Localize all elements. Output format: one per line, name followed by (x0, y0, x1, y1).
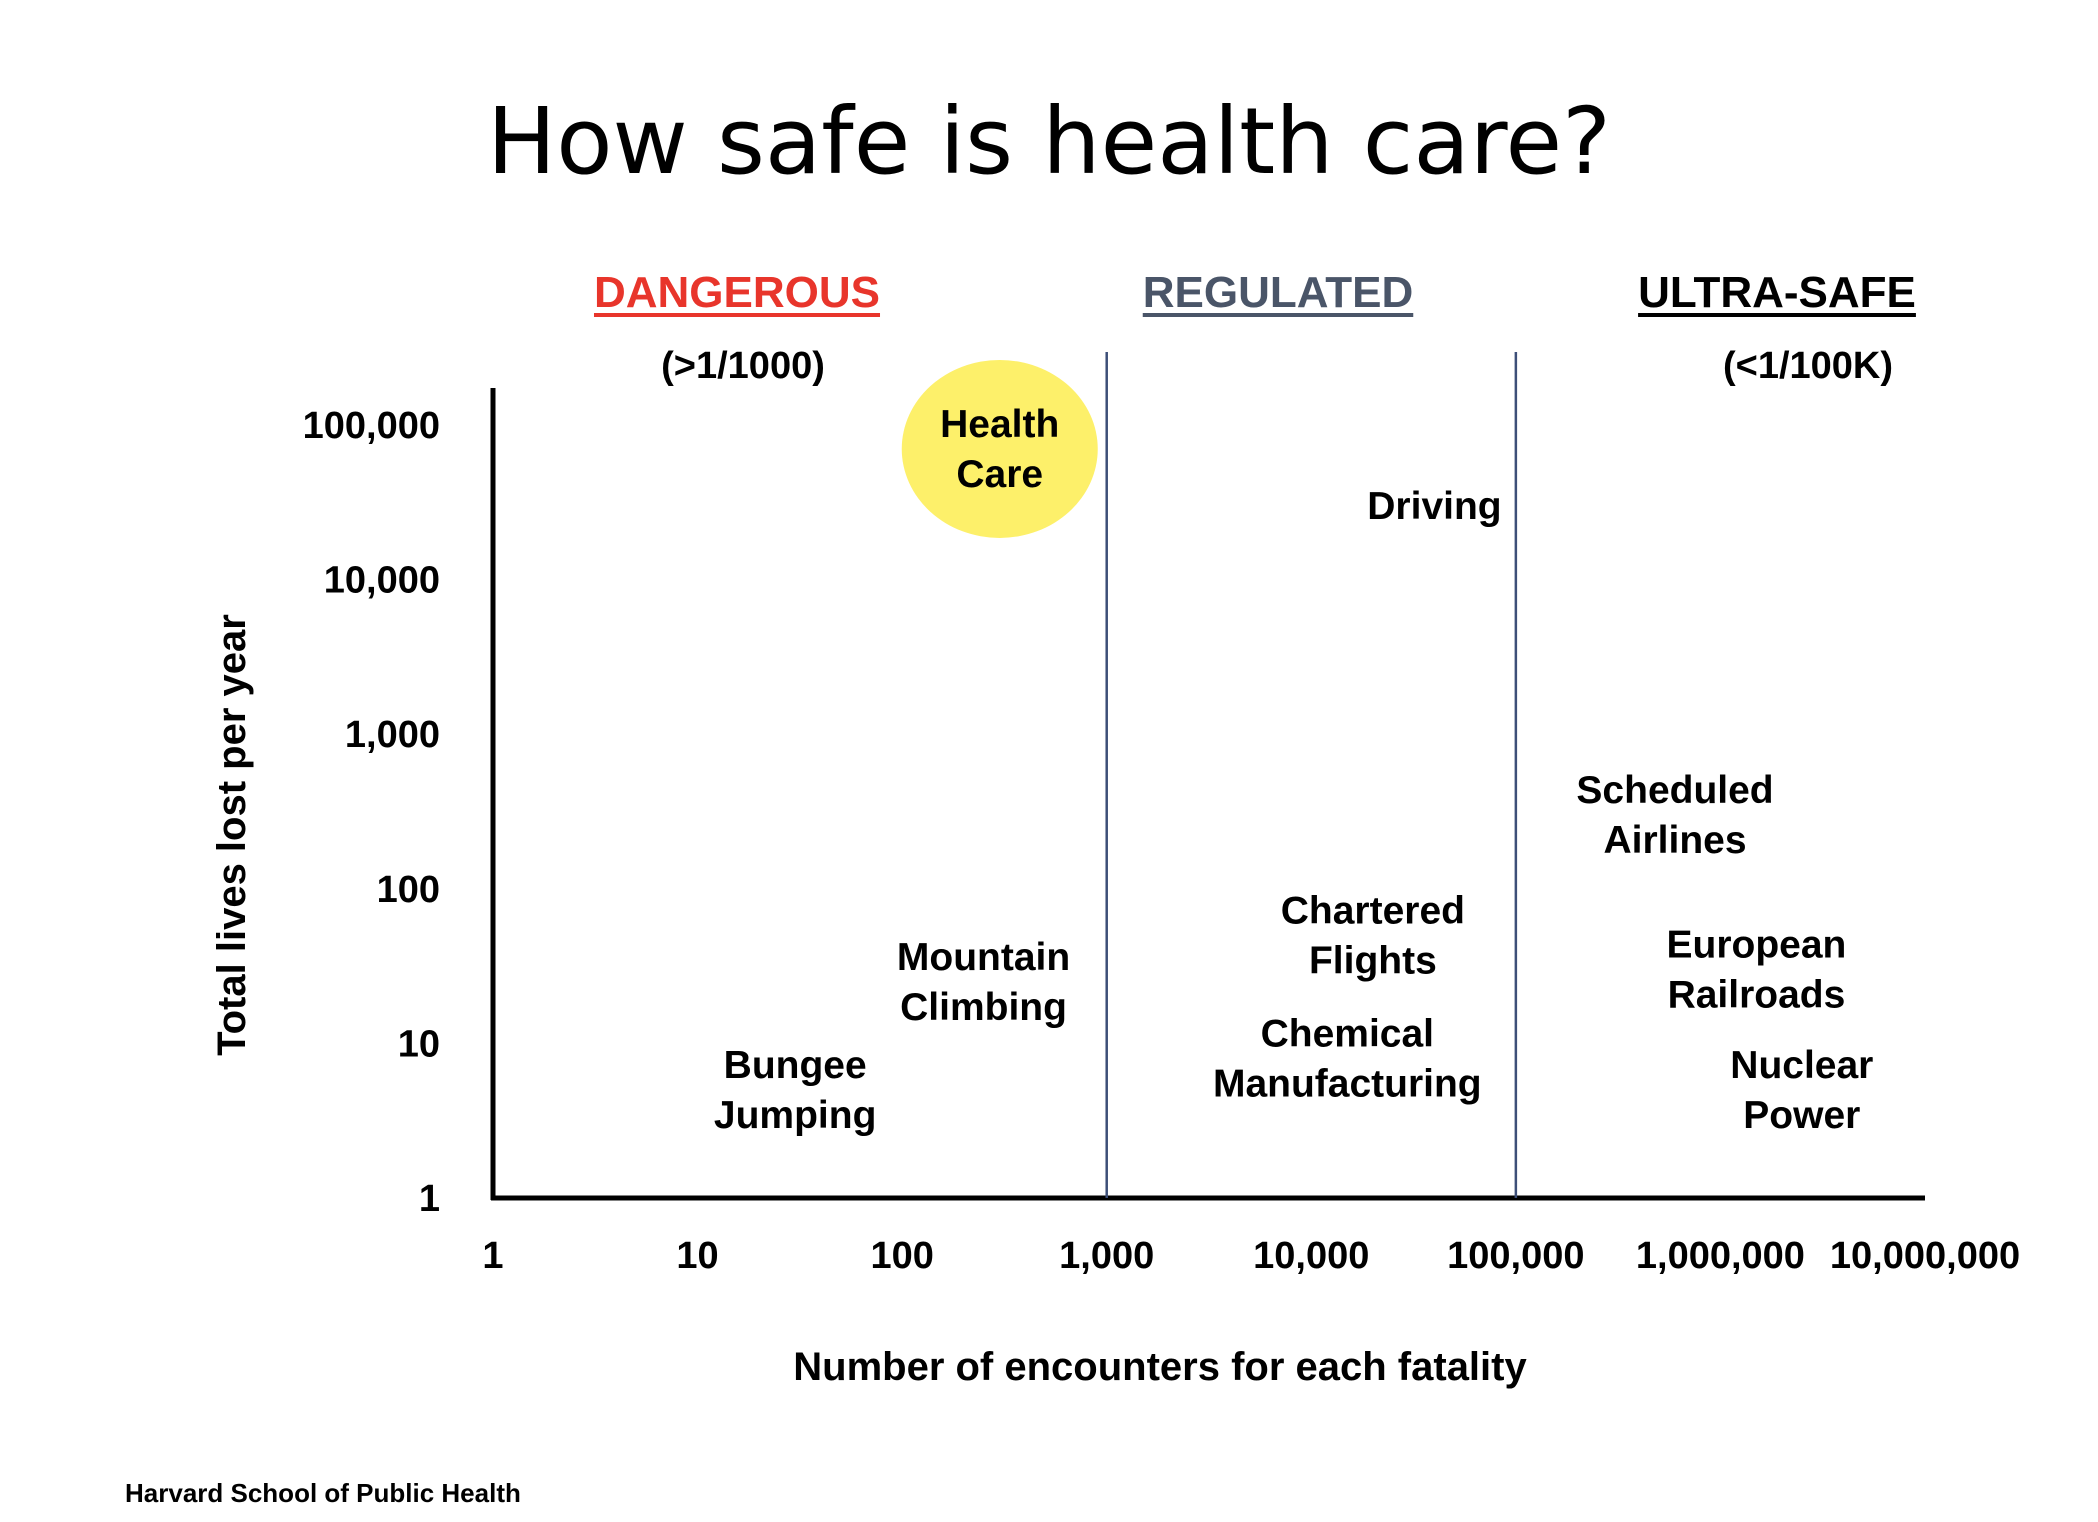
y-tick-label: 100 (377, 869, 440, 911)
point-label-chartered-flights: Flights (1309, 939, 1437, 982)
point-label-nuclear-power: Nuclear (1730, 1044, 1873, 1087)
point-label-european-railroads: European (1667, 924, 1847, 967)
point-label-nuclear-power: Power (1743, 1094, 1860, 1137)
point-label-scheduled-airlines: Airlines (1604, 819, 1747, 862)
x-axis-title: Number of encounters for each fatality (793, 1345, 1527, 1389)
x-tick-label: 1,000 (1059, 1235, 1154, 1277)
x-tick-label: 100 (870, 1235, 933, 1277)
y-tick-label: 1 (419, 1178, 440, 1220)
x-tick-label: 1,000,000 (1636, 1235, 1805, 1277)
point-label-health-care: Care (956, 453, 1043, 496)
point-label-bungee-jumping: Bungee (724, 1044, 867, 1087)
point-label-bungee-jumping: Jumping (714, 1094, 877, 1137)
y-tick-label: 10 (398, 1023, 440, 1065)
point-label-driving: Driving (1367, 485, 1501, 528)
footer-source: Harvard School of Public Health (125, 1478, 521, 1508)
point-label-health-care: Health (940, 403, 1059, 446)
zone-label-regulated: REGULATED (1142, 268, 1414, 317)
zone-sublabel-ultra-safe: (<1/100K) (1722, 345, 1894, 387)
point-label-chartered-flights: Chartered (1281, 889, 1465, 932)
highlight-circle (901, 359, 1098, 538)
point-label-chemical-manufacturing: Chemical (1261, 1012, 1434, 1055)
y-tick-label: 1,000 (345, 714, 440, 756)
point-label-european-railroads: Railroads (1668, 974, 1846, 1017)
y-tick-label: 100,000 (303, 405, 440, 447)
zone-sublabel-dangerous: (>1/1000) (661, 345, 825, 387)
point-label-scheduled-airlines: Scheduled (1576, 769, 1773, 812)
x-tick-label: 1 (482, 1235, 503, 1277)
x-tick-label: 10 (676, 1235, 718, 1277)
x-tick-label: 10,000 (1253, 1235, 1369, 1277)
point-label-mountain-climbing: Mountain (897, 936, 1070, 979)
point-label-mountain-climbing: Climbing (900, 986, 1067, 1029)
y-axis-title: Total lives lost per year (210, 614, 254, 1056)
zone-label-ultra-safe: ULTRA-SAFE (1638, 268, 1916, 317)
slide-title: How safe is health care? (487, 88, 1611, 195)
zone-label-dangerous: DANGEROUS (593, 268, 881, 317)
x-tick-label: 10,000,000 (1830, 1235, 2020, 1277)
x-tick-label: 100,000 (1447, 1235, 1584, 1277)
y-tick-label: 10,000 (324, 560, 440, 602)
point-label-chemical-manufacturing: Manufacturing (1213, 1062, 1482, 1105)
